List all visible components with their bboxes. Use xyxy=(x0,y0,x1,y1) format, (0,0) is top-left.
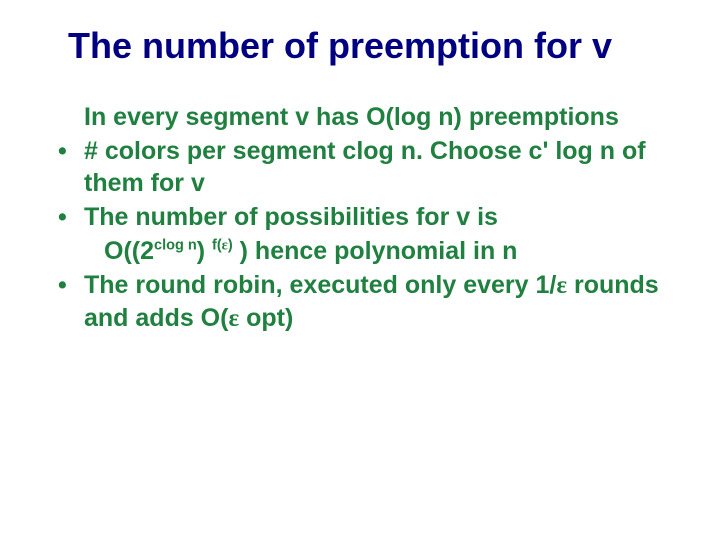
body-item: O((2clog n) f(ε) ) hence polynomial in n xyxy=(54,235,676,267)
body-item-text: # colors per segment clog n. Choose c' l… xyxy=(84,137,646,197)
slide-body: In every segment v has O(log n) preempti… xyxy=(54,101,676,335)
body-item: In every segment v has O(log n) preempti… xyxy=(54,101,676,133)
slide: The number of preemption for v In every … xyxy=(0,0,720,540)
body-item-text: In every segment v has O(log n) preempti… xyxy=(84,103,619,131)
body-item-text: The round robin, executed only every 1/ε… xyxy=(84,271,659,332)
body-item: The number of possibilities for v is xyxy=(54,201,676,233)
body-item-text: The number of possibilities for v is xyxy=(84,203,498,231)
body-item: # colors per segment clog n. Choose c' l… xyxy=(54,135,676,199)
body-item: The round robin, executed only every 1/ε… xyxy=(54,269,676,335)
slide-title: The number of preemption for v xyxy=(68,24,664,67)
body-item-text: O((2clog n) f(ε) ) hence polynomial in n xyxy=(84,235,676,267)
